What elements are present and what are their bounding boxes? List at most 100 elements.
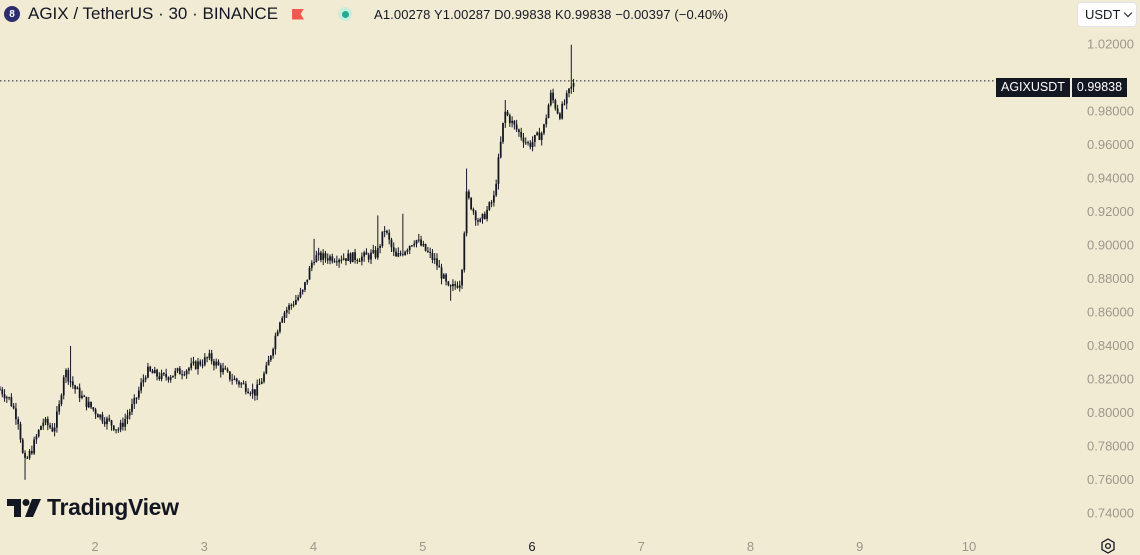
candle-body	[44, 418, 47, 423]
candle-body	[242, 383, 245, 385]
candle-body	[65, 369, 67, 378]
candle-body	[181, 374, 183, 376]
candle-body	[149, 366, 152, 371]
candle-body	[452, 283, 454, 287]
candle-body	[372, 250, 375, 253]
candle-body	[308, 267, 311, 280]
candle-body	[531, 141, 534, 147]
candle-body	[360, 256, 363, 262]
candle-body	[87, 401, 90, 408]
candle-body	[81, 395, 83, 398]
x-tick-label: 6	[528, 539, 535, 554]
candle-body	[404, 251, 407, 255]
candle-body	[101, 414, 104, 422]
candle-body	[131, 404, 133, 412]
candle-body	[190, 363, 193, 369]
candle-body	[160, 373, 163, 379]
candle-body	[383, 230, 386, 232]
candle-body	[294, 300, 297, 305]
candle-body	[533, 135, 536, 142]
candle-body	[413, 243, 416, 246]
candle-body	[529, 142, 532, 147]
candle-body	[522, 137, 525, 143]
market-status-icon[interactable]	[338, 7, 353, 21]
candle-body	[310, 262, 313, 268]
candle-body	[153, 369, 156, 374]
candle-body	[458, 285, 461, 288]
candle-body	[140, 382, 143, 391]
candle-body	[158, 376, 161, 379]
candle-body	[144, 377, 147, 380]
candle-body	[552, 92, 554, 101]
candle-body	[515, 124, 518, 130]
candle-body	[297, 297, 300, 301]
candle-body	[228, 371, 231, 380]
candle-body	[431, 252, 434, 260]
candle-body	[263, 373, 265, 382]
candle-body	[90, 401, 92, 408]
candle-body	[543, 124, 545, 134]
candle-body	[233, 378, 236, 380]
candle-body	[565, 93, 568, 104]
candle-body	[174, 370, 177, 376]
candle-body	[326, 258, 329, 261]
candle-body	[249, 393, 252, 395]
candle-body	[456, 285, 459, 288]
candle-body	[545, 118, 548, 125]
flag-icon[interactable]	[292, 8, 305, 20]
candle-body	[335, 261, 338, 263]
candle-body	[342, 258, 345, 260]
candle-body	[472, 209, 475, 212]
candle-body	[506, 111, 509, 116]
candle-body	[201, 364, 204, 366]
candle-body	[15, 408, 17, 420]
candle-body	[133, 398, 136, 405]
candle-body	[8, 397, 11, 399]
candle-body	[238, 381, 240, 385]
candle-body	[3, 394, 6, 399]
candle-body	[290, 304, 293, 306]
candle-body	[235, 378, 238, 382]
symbol-title[interactable]: AGIX / TetherUS · 30 · BINANCE	[28, 4, 279, 23]
candle-body	[135, 397, 138, 399]
candle-body	[479, 218, 482, 222]
x-tick-label: 4	[310, 539, 317, 554]
candle-body	[247, 391, 249, 394]
candle-body	[71, 381, 74, 386]
candle-body	[524, 142, 527, 144]
y-tick-label: 0.86000	[1087, 304, 1134, 319]
y-tick-label: 0.76000	[1087, 472, 1134, 487]
candle-body	[231, 379, 234, 381]
x-tick-label: 5	[419, 539, 426, 554]
candle-body	[374, 250, 377, 258]
candle-body	[356, 259, 359, 262]
candle-body	[367, 254, 370, 260]
candle-body	[5, 397, 8, 399]
candle-body	[208, 353, 211, 359]
settings-gear-icon[interactable]	[1100, 538, 1116, 554]
candle-body	[388, 232, 391, 240]
candle-body	[83, 395, 86, 397]
candle-body	[411, 245, 413, 247]
x-tick-label: 7	[638, 539, 645, 554]
candle-body	[292, 304, 295, 306]
candle-body	[351, 252, 354, 263]
candle-body	[0, 389, 1, 391]
currency-select[interactable]: USDT	[1077, 2, 1137, 27]
price-axis[interactable]: 1.02000 0.98000 0.96000 0.94000 0.92000 0.900…	[1087, 37, 1134, 521]
candle-body	[115, 429, 117, 431]
candle-body	[192, 361, 195, 364]
candle-body	[511, 120, 513, 124]
candle-body	[240, 383, 243, 385]
candle-body	[322, 253, 325, 260]
y-tick-label: 0.80000	[1087, 405, 1134, 420]
candle-body	[62, 377, 65, 396]
candle-body	[167, 377, 170, 380]
candle-body	[474, 211, 477, 221]
candle-body	[78, 387, 81, 398]
candle-body	[470, 197, 473, 210]
time-axis[interactable]: 2 3 4 5 6 7 8 9 10	[91, 539, 976, 554]
candle-body	[440, 267, 443, 279]
candle-body	[445, 274, 447, 282]
